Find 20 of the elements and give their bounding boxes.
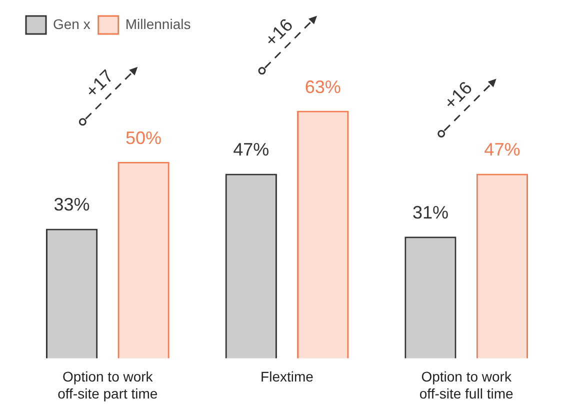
annotation: +16 (440, 78, 476, 114)
text: +16 (260, 14, 297, 50)
data-label: 63% (304, 76, 341, 97)
bar (225, 174, 277, 358)
bar (118, 162, 170, 358)
x-tick-label: Option to work off-site full time (419, 368, 514, 402)
data-label: 31% (412, 202, 448, 223)
bar (404, 236, 456, 358)
bar (46, 228, 98, 358)
text: +17 (82, 66, 118, 102)
data-label: 47% (484, 140, 520, 160)
bar (297, 110, 349, 358)
data-label: 47% (233, 140, 270, 160)
legend-label: Millennials (125, 16, 191, 32)
legend-label: Gen x (53, 16, 90, 32)
data-label: 50% (126, 128, 162, 148)
x-tick-label: Flextime (260, 368, 314, 385)
bar (476, 174, 528, 358)
data-label: 33% (54, 194, 90, 215)
x-tick-label: Option to work off-site part time (58, 368, 158, 402)
